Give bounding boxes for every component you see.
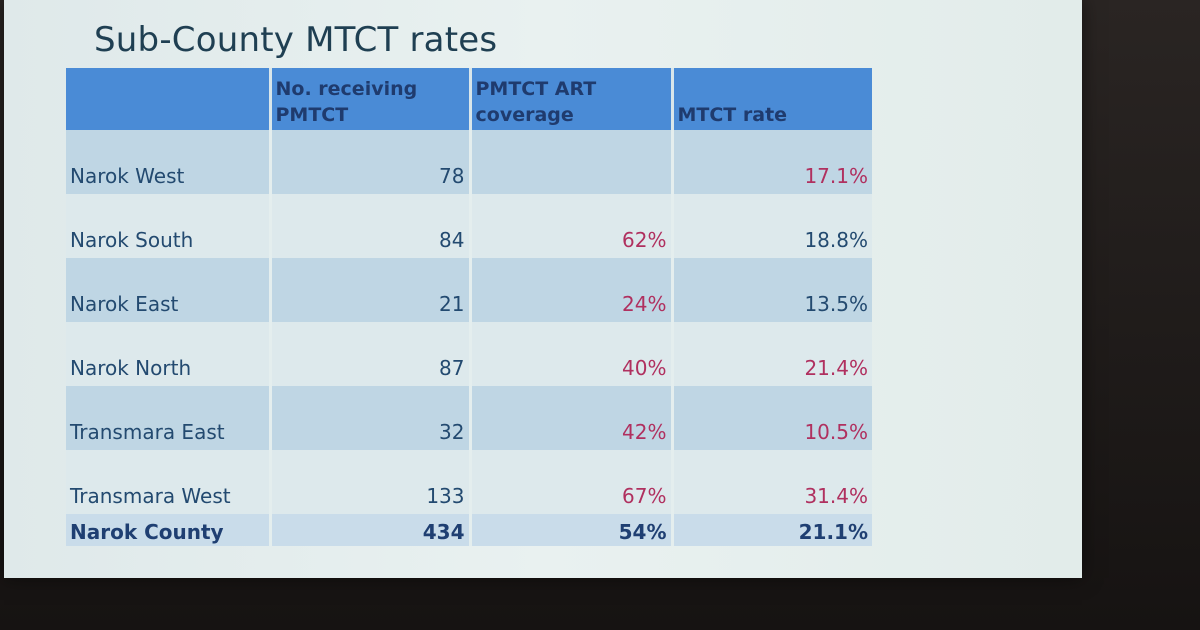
no-receiving-value: 84 (270, 194, 472, 258)
subcounty-name: Transmara East (66, 386, 272, 450)
mtct-rate-value: 10.5% (672, 386, 872, 450)
subcounty-name: Narok South (66, 194, 272, 258)
subcounty-name: Narok West (66, 130, 272, 194)
table-row: Narok East 21 24% 13.5% (66, 258, 872, 322)
no-receiving-value: 87 (270, 322, 472, 386)
header-mtct-rate: MTCT rate (672, 68, 872, 130)
coverage-value: 24% (470, 258, 674, 322)
table-row: Narok North 87 40% 21.4% (66, 322, 872, 386)
header-no-receiving-pmtct: No. receiving PMTCT (270, 68, 472, 130)
total-mtct-rate-value: 21.1% (672, 514, 872, 546)
table-row: Transmara East 32 42% 10.5% (66, 386, 872, 450)
mtct-rate-value: 31.4% (672, 450, 872, 514)
no-receiving-value: 133 (270, 450, 472, 514)
table-total-row: Narok County 434 54% 21.1% (66, 514, 872, 546)
header-subcounty (66, 68, 272, 130)
coverage-value: 42% (470, 386, 674, 450)
no-receiving-value: 21 (270, 258, 472, 322)
header-pmtct-art-coverage: PMTCT ART coverage (470, 68, 674, 130)
mtct-rate-value: 21.4% (672, 322, 872, 386)
table-row: Transmara West 133 67% 31.4% (66, 450, 872, 514)
subcounty-name: Transmara West (66, 450, 272, 514)
mtct-rate-value: 17.1% (672, 130, 872, 194)
subcounty-name: Narok East (66, 258, 272, 322)
county-name: Narok County (66, 514, 272, 546)
subcounty-name: Narok North (66, 322, 272, 386)
total-receiving-value: 434 (270, 514, 472, 546)
mtct-rates-table: No. receiving PMTCT PMTCT ART coverage M… (66, 68, 872, 546)
coverage-value: 67% (470, 450, 674, 514)
slide-title: Sub-County MTCT rates (94, 20, 498, 60)
table-row: Narok South 84 62% 18.8% (66, 194, 872, 258)
total-coverage-value: 54% (470, 514, 674, 546)
table-row: Narok West 78 17.1% (66, 130, 872, 194)
mtct-rate-value: 13.5% (672, 258, 872, 322)
mtct-rate-value: 18.8% (672, 194, 872, 258)
no-receiving-value: 78 (270, 130, 472, 194)
no-receiving-value: 32 (270, 386, 472, 450)
coverage-value (470, 130, 674, 194)
presentation-slide: Sub-County MTCT rates No. receiving PMTC… (4, 0, 1082, 578)
table-header-row: No. receiving PMTCT PMTCT ART coverage M… (66, 68, 872, 130)
coverage-value: 62% (470, 194, 674, 258)
coverage-value: 40% (470, 322, 674, 386)
